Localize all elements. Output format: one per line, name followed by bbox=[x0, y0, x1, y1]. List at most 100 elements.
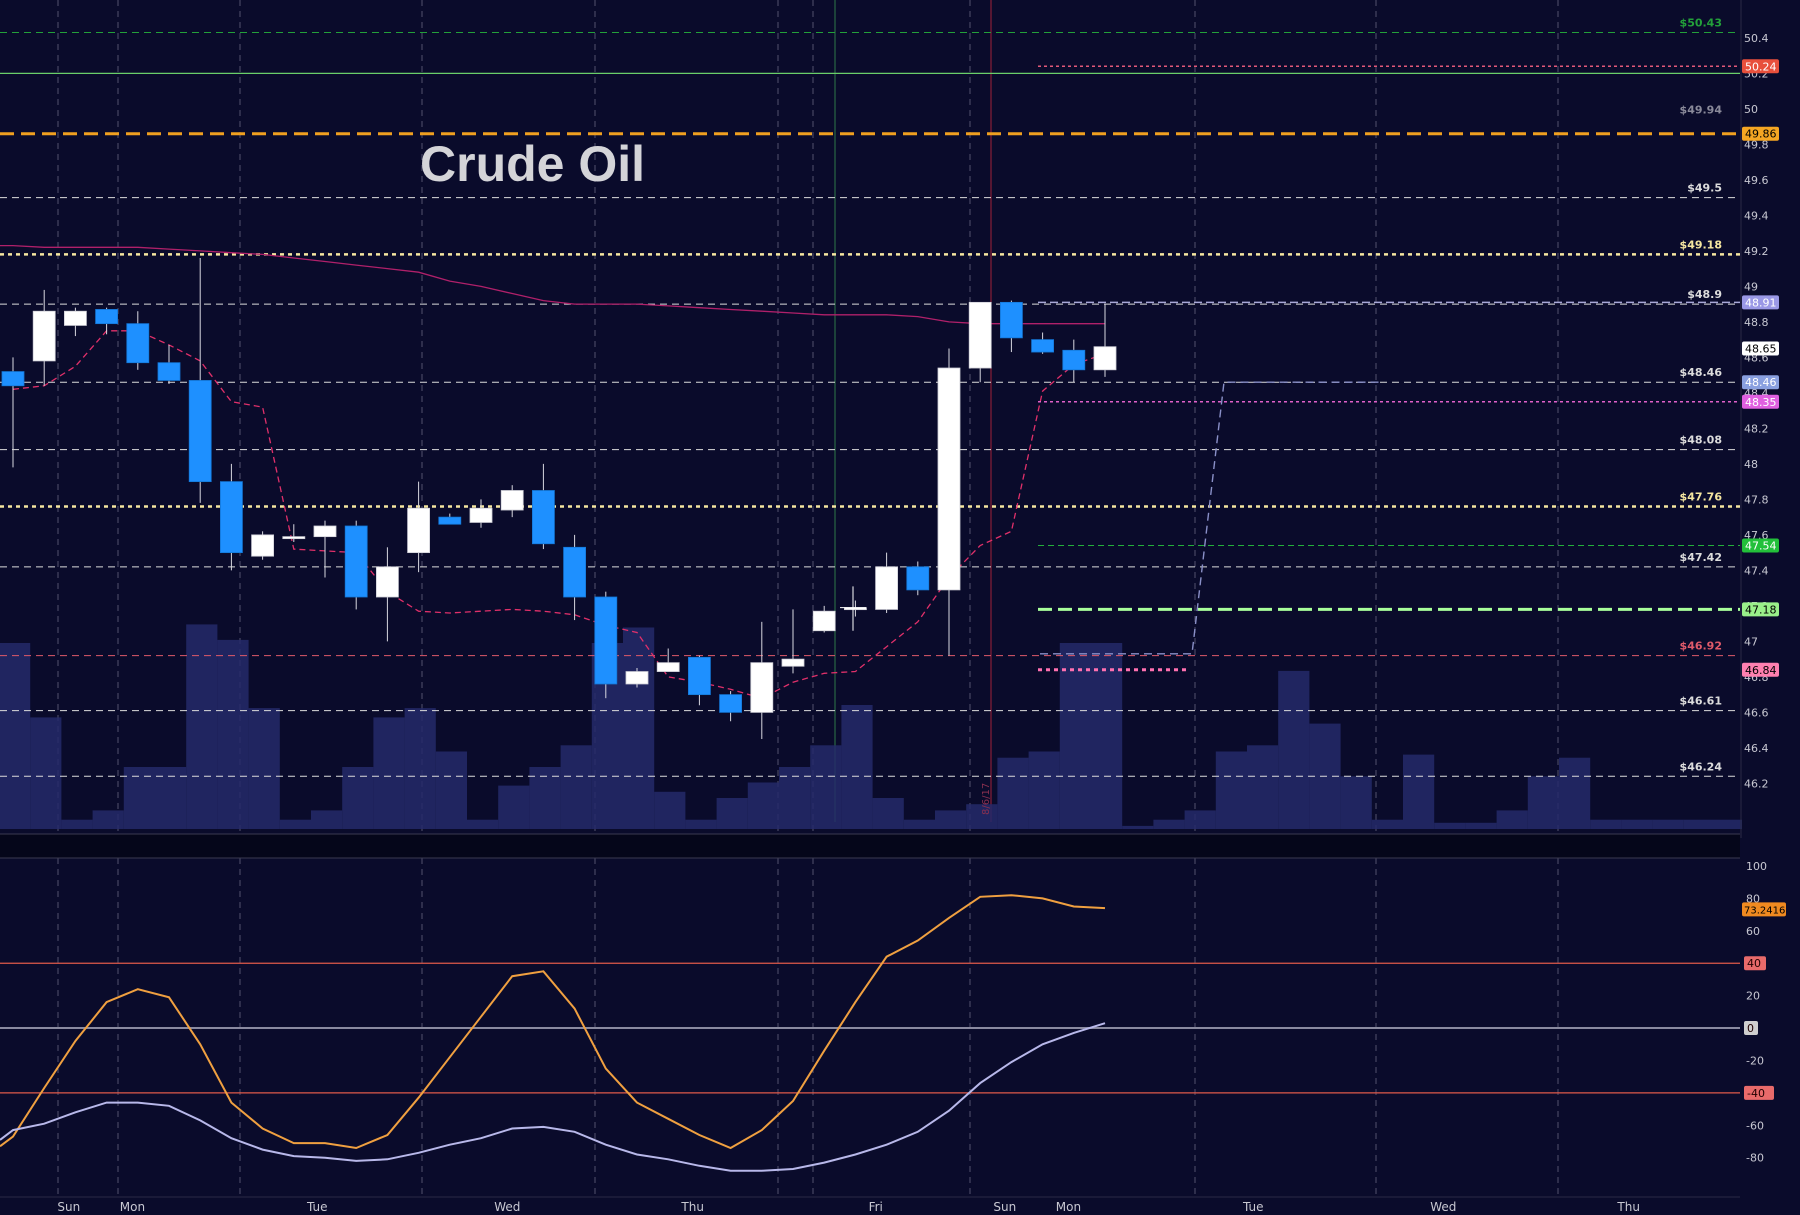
day-label: Mon bbox=[120, 1200, 145, 1214]
volume-bar bbox=[903, 819, 935, 829]
candle-body bbox=[469, 507, 493, 523]
oscillator-axis[interactable]: 100 80 60 20 -20 -60 -80 40 0 -40 73.2416 bbox=[1742, 858, 1800, 1198]
key-level-label: $47.76 bbox=[1680, 490, 1723, 503]
oscillator-level-badge bbox=[1744, 1085, 1774, 1100]
candle-body bbox=[1062, 349, 1086, 371]
day-label: Sun bbox=[57, 1200, 80, 1214]
projection-layer bbox=[840, 65, 1740, 672]
volume-bar bbox=[872, 798, 904, 829]
oscillator-panel bbox=[0, 833, 1740, 1172]
oscillator-level-badge bbox=[1744, 956, 1766, 971]
volume-bar bbox=[1465, 822, 1497, 829]
volume-bar bbox=[123, 767, 155, 829]
volume-bar bbox=[1403, 754, 1435, 829]
volume-bar bbox=[966, 804, 998, 829]
key-level-label: $49.94 bbox=[1680, 104, 1723, 117]
price-tick-label: 47 bbox=[1744, 635, 1758, 648]
candle-body bbox=[251, 534, 275, 557]
candle-body bbox=[875, 566, 898, 610]
volume-bar bbox=[716, 798, 748, 829]
price-tick-label: 49.6 bbox=[1744, 174, 1769, 187]
candle-body bbox=[1000, 301, 1023, 339]
volume-bar bbox=[279, 819, 311, 829]
price-badge bbox=[1742, 394, 1779, 409]
date-marker: 8/6/17 bbox=[981, 783, 992, 815]
time-axis[interactable]: Sun Mon Tue Wed Thu Fri Sun Mon Tue Wed Thu bbox=[0, 1196, 1800, 1215]
price-tick-label: 49.8 bbox=[1744, 138, 1769, 151]
oscillator-level-badge-label: -40 bbox=[1747, 1087, 1765, 1100]
key-level-label: $48.46 bbox=[1680, 366, 1723, 379]
key-level-label: $47.42 bbox=[1680, 551, 1722, 564]
key-level-label: $48.9 bbox=[1687, 288, 1722, 301]
candle-body bbox=[375, 566, 399, 598]
price-badge-label: 48.35 bbox=[1745, 396, 1777, 409]
candle-body bbox=[1093, 346, 1117, 371]
volume-bar bbox=[498, 785, 530, 829]
price-tick-label: 50.4 bbox=[1744, 32, 1769, 45]
price-tick-label: 48.2 bbox=[1744, 422, 1769, 435]
price-badge bbox=[1742, 375, 1779, 390]
volume-bar bbox=[1590, 819, 1622, 829]
volume-bar bbox=[1340, 776, 1372, 829]
volume-bar bbox=[1496, 810, 1528, 829]
price-tick-label: 50 bbox=[1744, 103, 1758, 116]
price-tick-label: 46.6 bbox=[1744, 706, 1769, 719]
volume-bar bbox=[1652, 819, 1684, 829]
price-badge bbox=[1742, 59, 1779, 74]
day-label: Sun bbox=[993, 1200, 1016, 1214]
key-level-label: $50.43 bbox=[1680, 17, 1722, 30]
day-label: Thu bbox=[680, 1200, 704, 1214]
candle-body bbox=[688, 656, 711, 696]
price-tick-label: 46.4 bbox=[1744, 742, 1769, 755]
price-tick-label: 48 bbox=[1744, 458, 1758, 471]
volume-bar bbox=[217, 639, 249, 829]
time-axis-bg bbox=[0, 1197, 1800, 1215]
volume-bar bbox=[1683, 819, 1715, 829]
day-label: Wed bbox=[1430, 1200, 1456, 1214]
volume-bar bbox=[1434, 822, 1466, 829]
volume-bar bbox=[30, 717, 62, 829]
volume-bar bbox=[1559, 757, 1591, 829]
volume-bar bbox=[1059, 643, 1091, 829]
candle-body bbox=[906, 566, 930, 591]
volume-bar bbox=[779, 767, 811, 829]
volume-bar bbox=[186, 624, 218, 829]
candle-body bbox=[500, 490, 524, 511]
price-badge bbox=[1742, 295, 1779, 310]
volume-bar bbox=[155, 767, 187, 829]
candle-body bbox=[781, 658, 805, 667]
candle-body bbox=[407, 507, 431, 554]
day-label: Tue bbox=[1242, 1200, 1264, 1214]
candle-body bbox=[313, 525, 337, 538]
moving-average-dashed bbox=[12, 330, 1106, 699]
volume-layer bbox=[0, 624, 1747, 829]
key-level-label: $49.18 bbox=[1680, 238, 1722, 251]
moving-average-layer bbox=[0, 244, 1106, 699]
candle-body bbox=[157, 362, 181, 381]
candle-body bbox=[812, 610, 836, 632]
day-label: Mon bbox=[1056, 1200, 1081, 1214]
price-badge-label: 50.24 bbox=[1745, 60, 1777, 73]
volume-bar bbox=[1371, 819, 1403, 829]
price-badge-label: 47.18 bbox=[1745, 603, 1777, 616]
price-tick-label: 49 bbox=[1744, 280, 1758, 293]
oscillator-series-0 bbox=[0, 894, 1106, 1150]
candle-body bbox=[532, 490, 555, 545]
price-badge-label: 48.46 bbox=[1745, 376, 1777, 389]
oscillator-tick-label: 20 bbox=[1746, 990, 1760, 1003]
volume-bar bbox=[935, 810, 967, 829]
price-badge bbox=[1742, 126, 1779, 141]
candle-body bbox=[1031, 339, 1054, 353]
volume-bar bbox=[1028, 751, 1060, 829]
candle-body bbox=[1, 371, 25, 387]
price-tick-label: 47.4 bbox=[1744, 564, 1769, 577]
volume-bar bbox=[467, 819, 499, 829]
candles-layer bbox=[1, 257, 1117, 739]
price-axis[interactable]: 46.246.446.646.84747.247.447.647.84848.2… bbox=[1740, 0, 1800, 838]
candle-body bbox=[656, 662, 680, 672]
volume-bar bbox=[1091, 643, 1123, 829]
oscillator-level-badge bbox=[1744, 1021, 1758, 1036]
